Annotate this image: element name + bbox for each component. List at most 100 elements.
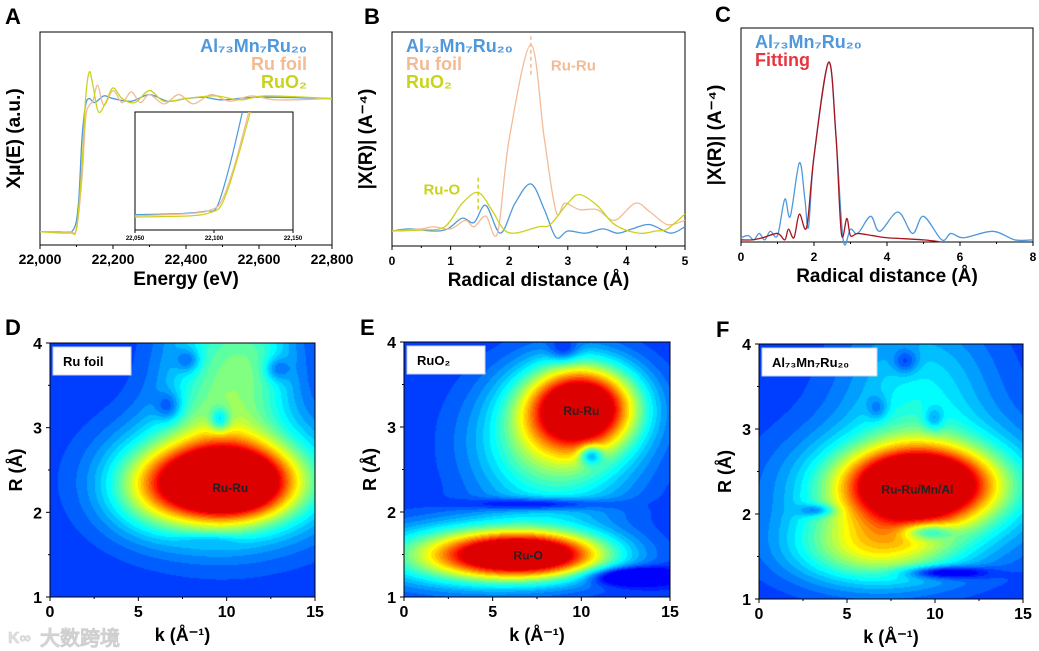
- x-tick-label: 0: [400, 604, 409, 621]
- sample-label: RuO₂: [417, 353, 450, 368]
- y-tick-label: 3: [33, 421, 42, 438]
- y-tick-label: 4: [387, 335, 396, 352]
- panel-letter: C: [715, 2, 731, 27]
- legend-entry: Al₇₃Mn₇Ru₂₀: [200, 36, 307, 56]
- legend-entry: Al₇₃Mn₇Ru₂₀: [755, 32, 862, 52]
- y-tick-label: 2: [742, 507, 751, 524]
- series-line-fitting: [740, 61, 942, 243]
- y-axis-label: |X(R)| (A⁻⁴): [356, 89, 377, 190]
- x-tick-label: 5: [682, 254, 689, 268]
- wavelet-heatmap-d: [50, 343, 315, 597]
- x-tick-label: 0: [46, 604, 55, 621]
- panel-letter: E: [360, 315, 375, 340]
- plot-frame: [49, 342, 316, 598]
- y-axis-label: R (Å): [715, 450, 735, 493]
- x-tick-label: 5: [134, 604, 143, 621]
- x-tick-label: 4: [623, 254, 630, 268]
- y-axis-label: Xμ(E) (a.u.): [4, 88, 25, 188]
- panel-letter: B: [364, 4, 380, 29]
- y-tick-label: 4: [33, 336, 42, 353]
- x-tick-label: 15: [306, 604, 324, 621]
- inset-x-tick-label: 22,100: [205, 236, 224, 242]
- y-tick-label: 3: [742, 422, 751, 439]
- y-axis-label: R (Å): [6, 449, 26, 492]
- y-axis-label: |X(R)| (A⁻⁴): [705, 85, 726, 186]
- x-tick-label: 22,200: [92, 251, 135, 267]
- panel-b: [391, 31, 686, 250]
- sample-label-box: [406, 345, 486, 375]
- x-tick-label: 0: [755, 606, 764, 623]
- x-axis-label: Energy (eV): [133, 269, 239, 290]
- x-tick-label: 0: [738, 250, 745, 264]
- x-tick-label: 4: [884, 250, 891, 264]
- x-axis-label: k (Å⁻¹): [155, 625, 211, 645]
- peak-annotation: Ru-Ru: [212, 481, 248, 495]
- plot-frame: [758, 343, 1024, 600]
- y-axis-label: R (Å): [360, 448, 380, 491]
- x-tick-label: 10: [218, 604, 236, 621]
- x-tick-label: 5: [843, 606, 852, 623]
- watermark-text: 大数跨境: [40, 626, 120, 650]
- panel-a: [39, 31, 333, 249]
- peak-annotation: Ru-O: [423, 182, 460, 199]
- sample-label: Al₇₃Mn₇Ru₂₀: [772, 355, 849, 370]
- x-tick-label: 10: [926, 606, 944, 623]
- peak-annotation: Ru-O: [513, 549, 542, 563]
- x-axis-label: k (Å⁻¹): [509, 625, 565, 645]
- y-tick-label: 1: [33, 590, 42, 607]
- series-line-ruo: [391, 191, 686, 235]
- sample-label-box: [52, 346, 132, 376]
- peak-annotation: Ru-Ru: [551, 58, 596, 75]
- inset-x-tick-label: 22,150: [284, 236, 303, 242]
- x-tick-label: 22,000: [19, 251, 62, 267]
- y-tick-label: 2: [387, 505, 396, 522]
- x-tick-label: 10: [572, 604, 590, 621]
- peak-annotation: Ru-Ru/Mn/Al: [881, 483, 953, 497]
- watermark-logo-icon: K∞: [8, 630, 31, 647]
- inset-series-line: [135, 112, 251, 218]
- series-line-rufoil: [391, 44, 686, 237]
- x-tick-label: 15: [1014, 606, 1032, 623]
- x-axis-label: Radical distance (Å): [796, 266, 978, 287]
- panel-e: [400, 341, 671, 601]
- x-axis-label: k (Å⁻¹): [863, 627, 919, 647]
- x-tick-label: 22,800: [311, 251, 354, 267]
- x-tick-label: 5: [488, 604, 497, 621]
- inset-series-line: [135, 112, 250, 217]
- panel-f: [755, 343, 1024, 603]
- series-line-ruo: [39, 70, 333, 235]
- sample-label-box: [761, 347, 878, 377]
- x-tick-label: 6: [957, 250, 964, 264]
- inset-frame: [134, 111, 294, 231]
- series-line-almnru: [391, 183, 686, 239]
- y-tick-label: 3: [387, 420, 396, 437]
- x-tick-label: 22,400: [165, 251, 208, 267]
- wavelet-heatmap-e: [404, 342, 670, 597]
- legend-entry: RuO₂: [406, 72, 452, 92]
- panel-c: [740, 27, 1034, 246]
- peak-annotation: Ru-Ru: [563, 404, 599, 418]
- inset-x-tick-label: 22,050: [126, 236, 145, 242]
- x-tick-label: 2: [506, 254, 513, 268]
- x-tick-label: 3: [564, 254, 571, 268]
- legend-entry: Ru foil: [406, 54, 462, 74]
- x-tick-label: 22,600: [238, 251, 281, 267]
- inset-plot: [134, 111, 294, 233]
- legend-entry: RuO₂: [261, 72, 307, 92]
- panel-d: [46, 342, 316, 601]
- x-tick-label: 0: [389, 254, 396, 268]
- series-line-almnru: [740, 61, 1034, 246]
- panel-letter: F: [716, 317, 729, 342]
- legend-entry: Al₇₃Mn₇Ru₂₀: [406, 36, 513, 56]
- y-tick-label: 1: [387, 590, 396, 607]
- series-line-rufoil: [39, 84, 333, 235]
- x-axis-label: Radical distance (Å): [448, 270, 630, 291]
- x-tick-label: 15: [661, 604, 679, 621]
- wavelet-heatmap-f: [759, 344, 1023, 599]
- legend-entry: Fitting: [755, 50, 810, 70]
- panel-letter: D: [5, 315, 21, 340]
- x-tick-label: 1: [447, 254, 454, 268]
- x-tick-label: 2: [811, 250, 818, 264]
